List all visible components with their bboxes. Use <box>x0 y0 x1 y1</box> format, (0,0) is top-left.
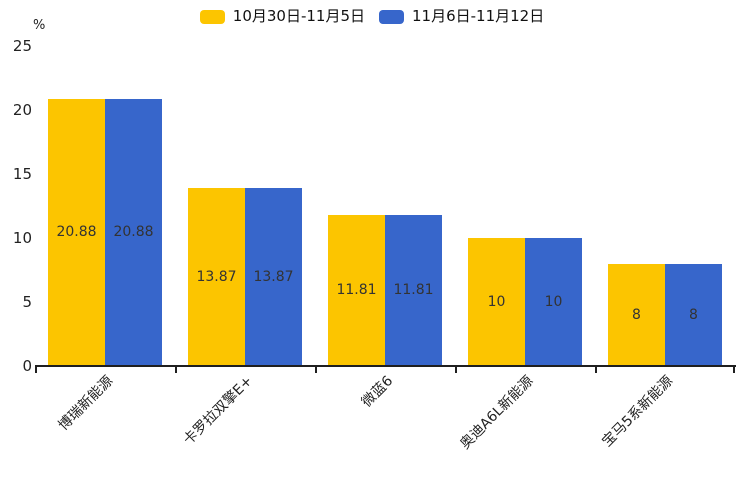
bar-series-1-cat-4[interactable]: 10 <box>468 238 525 366</box>
x-category-label: 奥迪A6L新能源 <box>456 373 537 453</box>
bar-value-label: 13.87 <box>196 269 237 286</box>
bar-series-1-cat-2[interactable]: 13.87 <box>188 188 245 366</box>
y-tick-label: 5 <box>22 293 32 311</box>
legend-swatch-icon <box>379 9 404 24</box>
bar-series-1-cat-5[interactable]: 8 <box>608 263 665 366</box>
bar-value-label: 10 <box>487 294 506 310</box>
x-axis-tick <box>733 367 735 373</box>
x-axis-line <box>35 365 736 367</box>
bar-value-label: 20.88 <box>56 224 97 241</box>
bar-value-label: 8 <box>689 306 698 323</box>
x-axis-tick <box>595 367 597 373</box>
bar-series-2-cat-5[interactable]: 8 <box>665 263 722 366</box>
legend-swatch-icon <box>199 9 225 24</box>
bar-series-2-cat-3[interactable]: 11.81 <box>385 214 442 366</box>
y-axis-unit-label: % <box>33 18 46 33</box>
bar-value-label: 11.81 <box>393 282 434 299</box>
bar-value-label: 8 <box>632 306 641 323</box>
legend-item-series-1[interactable]: 10月30日-11月5日 <box>199 7 365 25</box>
legend-item-label: 10月30日-11月5日 <box>232 7 365 25</box>
bar-value-label: 11.81 <box>336 282 377 299</box>
bar-series-2-cat-1[interactable]: 20.88 <box>105 98 162 366</box>
bar-series-1-cat-3[interactable]: 11.81 <box>328 214 385 366</box>
y-tick-label: 25 <box>12 37 32 55</box>
legend-item-label: 11月6日-11月12日 <box>412 7 545 25</box>
bar-series-2-cat-4[interactable]: 10 <box>525 238 582 366</box>
chart-legend: 10月30日-11月5日 11月6日-11月12日 <box>0 8 744 25</box>
legend-item-series-2[interactable]: 11月6日-11月12日 <box>379 8 544 25</box>
bar-value-label: 20.88 <box>113 224 154 241</box>
x-category-label: 博瑞新能源 <box>55 373 117 434</box>
x-axis-tick <box>35 367 37 373</box>
y-tick-label: 15 <box>12 165 32 183</box>
bar-series-1-cat-1[interactable]: 20.88 <box>48 98 105 366</box>
y-tick-label: 20 <box>12 101 32 119</box>
bar-value-label: 13.87 <box>253 269 294 286</box>
x-category-label: 卡罗拉双擎E+ <box>180 373 257 449</box>
x-category-label: 宝马5系新能源 <box>599 373 677 451</box>
x-axis-tick <box>175 367 177 373</box>
bar-value-label: 10 <box>544 294 563 310</box>
x-axis-tick <box>315 367 317 373</box>
x-category-label: 微蓝6 <box>358 373 397 411</box>
bar-series-2-cat-2[interactable]: 13.87 <box>245 188 302 366</box>
y-tick-label: 0 <box>22 357 32 375</box>
x-axis-tick <box>455 367 457 373</box>
y-tick-label: 10 <box>12 229 32 247</box>
